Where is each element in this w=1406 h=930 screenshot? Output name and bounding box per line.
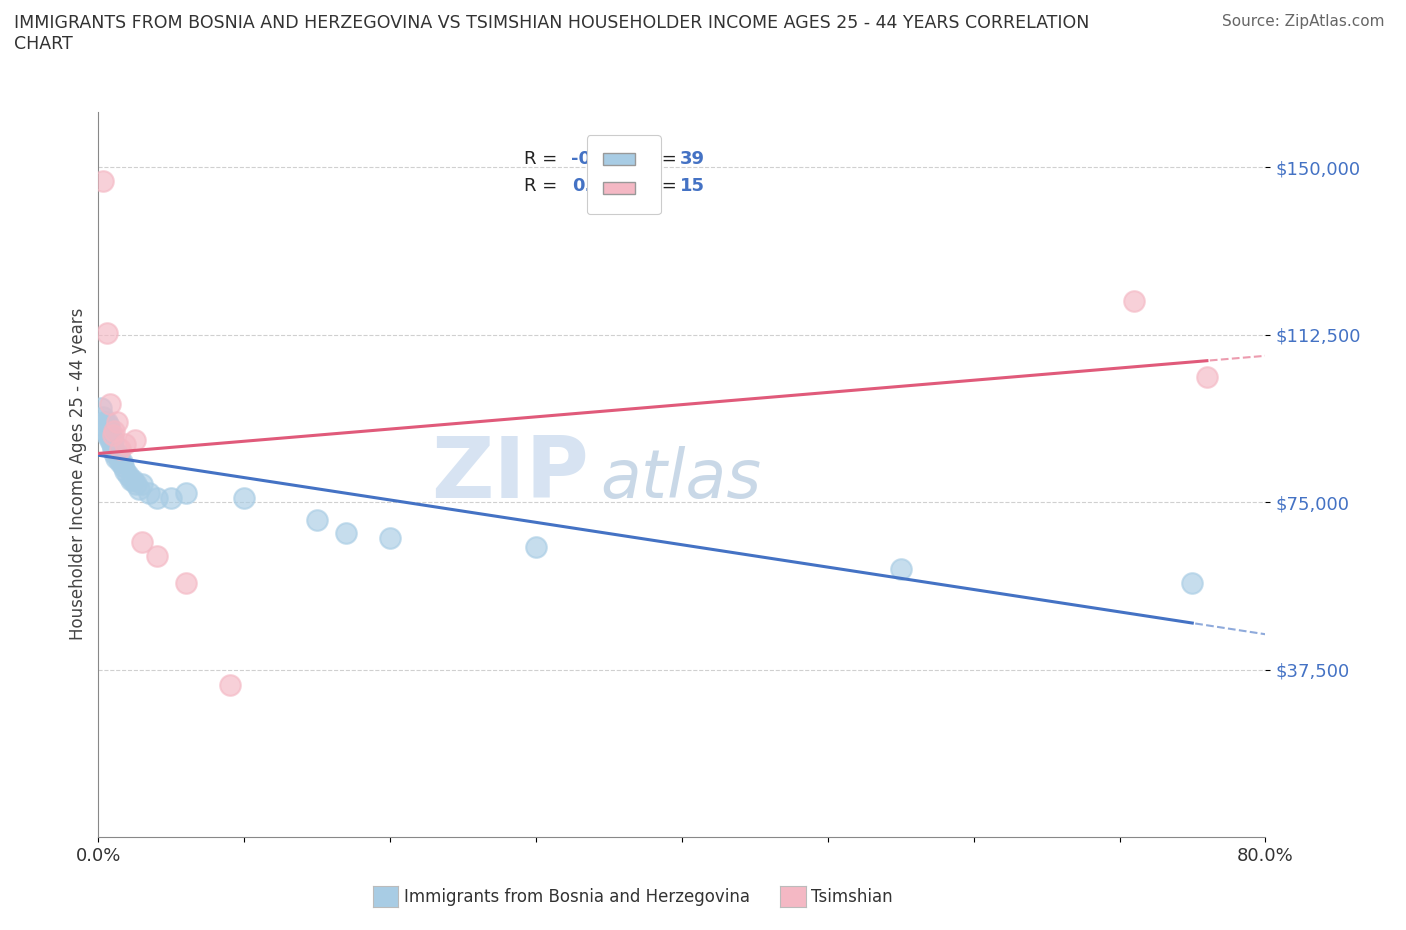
Point [125, 477, 148, 492]
Legend: , : , [586, 135, 661, 215]
Point [138, 485, 160, 500]
Point [112, 459, 135, 474]
Point [110, 455, 132, 470]
Point [98, 396, 121, 411]
Point [103, 445, 125, 460]
Point [108, 450, 131, 465]
Text: 0.225: 0.225 [572, 177, 628, 194]
Point [335, 526, 357, 541]
Point [96, 428, 118, 443]
Point [120, 472, 142, 487]
Point [124, 432, 146, 447]
Point [101, 428, 124, 443]
Point [93, 415, 115, 430]
Point [97, 428, 120, 443]
Point [1195, 370, 1218, 385]
Text: 39: 39 [679, 150, 704, 167]
Point [105, 445, 128, 460]
Point [94, 418, 117, 433]
Point [524, 539, 547, 554]
Point [90, 401, 112, 416]
Text: R =: R = [524, 150, 564, 167]
Text: R =: R = [524, 177, 569, 194]
Point [101, 441, 124, 456]
Point [380, 530, 402, 545]
Text: -0.474: -0.474 [571, 150, 636, 167]
Point [131, 477, 153, 492]
Text: N =: N = [630, 177, 682, 194]
Point [114, 437, 136, 452]
Text: Source: ZipAtlas.com: Source: ZipAtlas.com [1222, 14, 1385, 29]
Point [114, 463, 136, 478]
Point [117, 468, 139, 483]
Text: Immigrants from Bosnia and Herzegovina: Immigrants from Bosnia and Herzegovina [404, 887, 749, 906]
Text: ZIP: ZIP [430, 432, 589, 516]
Point [128, 482, 150, 497]
Point [100, 437, 122, 452]
Text: IMMIGRANTS FROM BOSNIA AND HERZEGOVINA VS TSIMSHIAN HOUSEHOLDER INCOME AGES 25 -: IMMIGRANTS FROM BOSNIA AND HERZEGOVINA V… [14, 14, 1090, 53]
Point [104, 450, 127, 465]
Text: 15: 15 [679, 177, 704, 194]
Point [110, 441, 132, 456]
Point [160, 490, 183, 505]
Point [96, 415, 118, 430]
Point [111, 455, 134, 470]
Point [91, 410, 114, 425]
Point [96, 326, 118, 340]
Point [233, 490, 256, 505]
Point [103, 423, 125, 438]
Point [174, 485, 197, 500]
Point [98, 432, 121, 447]
Point [146, 490, 169, 505]
Point [101, 432, 124, 447]
Point [105, 415, 128, 430]
Text: Tsimshian: Tsimshian [811, 887, 893, 906]
Point [174, 575, 197, 590]
Point [94, 423, 117, 438]
Point [1181, 575, 1204, 590]
Point [218, 678, 240, 693]
Point [307, 512, 329, 527]
Point [890, 562, 912, 577]
Point [131, 535, 153, 550]
Y-axis label: Householder Income Ages 25 - 44 years: Householder Income Ages 25 - 44 years [69, 308, 87, 641]
Point [146, 549, 169, 564]
Point [122, 472, 145, 487]
Point [97, 418, 120, 433]
Text: N =: N = [630, 150, 682, 167]
Point [91, 173, 114, 188]
Point [1123, 294, 1146, 309]
Point [98, 423, 121, 438]
Text: atlas: atlas [600, 446, 761, 512]
